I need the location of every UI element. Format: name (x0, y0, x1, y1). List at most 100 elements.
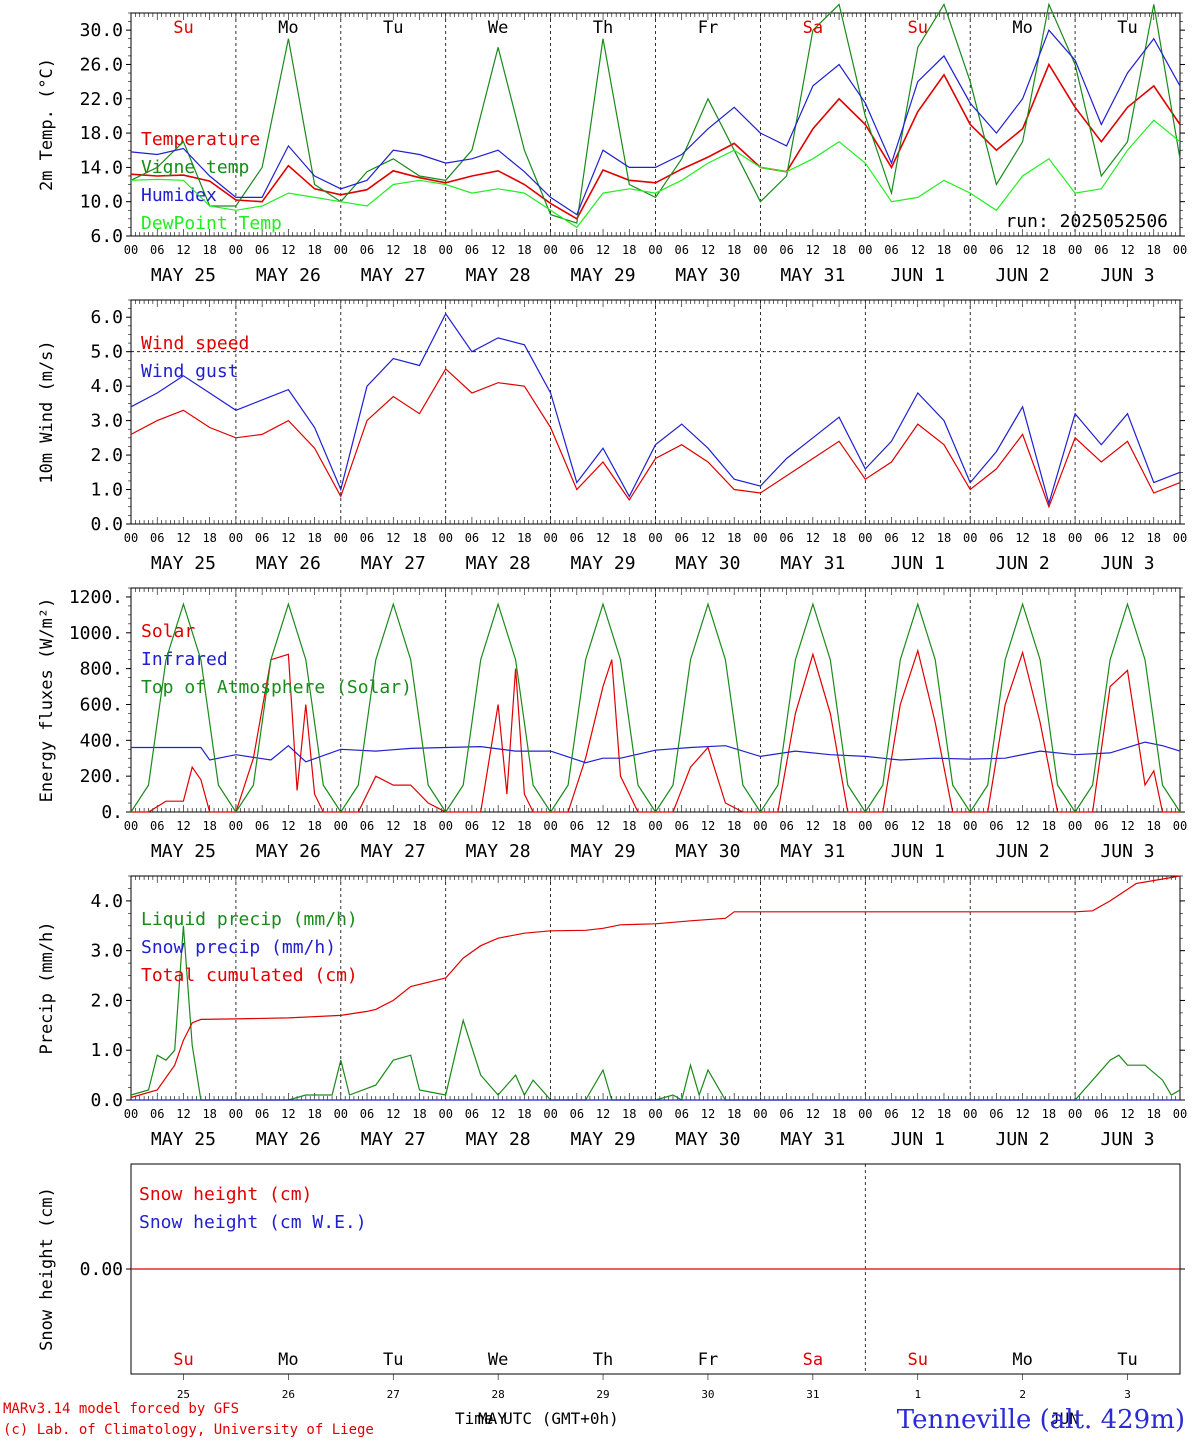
date-label: MAY 26 (256, 553, 321, 574)
hour-tick-label: 12 (701, 819, 715, 833)
date-label: MAY 31 (780, 841, 845, 862)
day-number: 27 (387, 1388, 400, 1401)
y-tick-label: 0. (101, 802, 123, 823)
series-line-temperature (130, 62, 1181, 220)
hour-tick-label: 18 (1147, 531, 1161, 545)
series-line-infrared (131, 741, 1181, 764)
y-tick-label: 6.0 (90, 307, 123, 328)
hour-tick-label: 18 (937, 531, 951, 545)
y-tick-label: 6.0 (90, 226, 123, 247)
date-label: MAY 25 (151, 1129, 216, 1150)
date-label: MAY 29 (571, 841, 636, 862)
hour-tick-label: 00 (1173, 531, 1187, 545)
weekday-label: Mo (278, 18, 298, 38)
legend-entry: Snow height (cm W.E.) (139, 1212, 367, 1233)
weekday-label: Su (173, 1350, 193, 1370)
date-label: MAY 30 (675, 265, 740, 286)
hour-tick-label: 12 (911, 1107, 925, 1121)
y-tick-label: 3.0 (90, 941, 123, 962)
weekday-label: Th (593, 1350, 613, 1370)
date-label: MAY 31 (780, 265, 845, 286)
date-label: MAY 27 (361, 265, 426, 286)
bottom-month-right: JUN (1050, 1409, 1079, 1428)
hour-tick-label: 00 (1173, 243, 1187, 257)
date-label: JUN 3 (1100, 1129, 1154, 1150)
hour-tick-label: 06 (465, 243, 479, 257)
hour-tick-label: 18 (832, 1107, 846, 1121)
hour-tick-label: 06 (989, 819, 1003, 833)
hour-tick-label: 06 (779, 531, 793, 545)
lab-credit: (c) Lab. of Climatology, University of L… (3, 1422, 374, 1438)
hour-tick-label: 18 (412, 819, 426, 833)
hour-tick-label: 18 (202, 531, 216, 545)
date-label: JUN 3 (1100, 553, 1154, 574)
hour-tick-label: 12 (596, 243, 610, 257)
date-label: JUN 3 (1100, 841, 1154, 862)
hour-tick-label: 00 (1068, 243, 1082, 257)
legend-entry: Humidex (141, 185, 217, 206)
hour-tick-label: 18 (937, 1107, 951, 1121)
date-label: JUN 1 (891, 265, 945, 286)
hour-tick-label: 18 (1042, 1107, 1056, 1121)
y-tick-label: 2.0 (90, 445, 123, 466)
hour-tick-label: 12 (1120, 243, 1134, 257)
hour-tick-label: 06 (465, 1107, 479, 1121)
hour-tick-label: 12 (596, 1107, 610, 1121)
hour-tick-label: 18 (622, 531, 636, 545)
hour-tick-label: 12 (806, 531, 820, 545)
weekday-label: Su (908, 18, 928, 38)
hour-tick-label: 12 (491, 243, 505, 257)
hour-tick-label: 12 (386, 243, 400, 257)
hour-tick-label: 00 (334, 819, 348, 833)
legend-entry: Snow precip (mm/h) (141, 937, 336, 958)
hour-tick-label: 18 (517, 531, 531, 545)
hour-tick-label: 12 (176, 819, 190, 833)
date-label: MAY 28 (466, 265, 531, 286)
hour-tick-label: 00 (648, 819, 662, 833)
hour-tick-label: 12 (911, 531, 925, 545)
legend-entry: Solar (141, 621, 195, 642)
hour-tick-label: 06 (779, 1107, 793, 1121)
hour-tick-label: 12 (806, 243, 820, 257)
hour-tick-label: 18 (622, 1107, 636, 1121)
date-label: JUN 1 (891, 841, 945, 862)
hour-tick-label: 06 (884, 531, 898, 545)
hour-tick-label: 06 (779, 243, 793, 257)
hour-tick-label: 00 (1068, 819, 1082, 833)
date-label: JUN 3 (1100, 265, 1154, 286)
hour-tick-label: 12 (596, 819, 610, 833)
date-label: MAY 30 (675, 553, 740, 574)
series-line-wind-gust (130, 312, 1181, 506)
series-line-wind-speed (130, 367, 1181, 509)
hour-tick-label: 00 (963, 819, 977, 833)
hour-tick-label: 06 (570, 531, 584, 545)
hour-tick-label: 18 (727, 243, 741, 257)
weekday-label: We (488, 1350, 508, 1370)
hour-tick-label: 06 (255, 243, 269, 257)
date-label: MAY 27 (361, 1129, 426, 1150)
day-number: 29 (596, 1388, 609, 1401)
date-label: MAY 31 (780, 1129, 845, 1150)
y-tick-label: 14.0 (80, 157, 123, 178)
snow-panel: 0.00 Snow height (cm) Snow height (cm) Snow… (37, 1163, 1185, 1401)
hour-tick-label: 12 (596, 531, 610, 545)
y-tick-label: 26.0 (80, 54, 123, 75)
hour-tick-label: 12 (806, 1107, 820, 1121)
hour-tick-label: 18 (517, 1107, 531, 1121)
hour-tick-label: 00 (543, 531, 557, 545)
day-number: 28 (492, 1388, 505, 1401)
day-number: 1 (914, 1388, 921, 1401)
hour-tick-label: 06 (1094, 531, 1108, 545)
date-label: JUN 2 (996, 841, 1050, 862)
date-label: MAY 30 (675, 841, 740, 862)
weekday-label: Fr (698, 18, 718, 38)
hour-tick-label: 12 (1120, 819, 1134, 833)
hour-tick-label: 06 (674, 1107, 688, 1121)
hour-tick-label: 12 (911, 819, 925, 833)
hour-tick-label: 06 (255, 1107, 269, 1121)
hour-tick-label: 06 (570, 1107, 584, 1121)
legend-entry: Vigne temp (141, 157, 249, 178)
weekday-label: Su (908, 1350, 928, 1370)
precip-panel: 0.0 1.0 2.0 3.0 4.0 Precip (mm/h) Liquid preci… (37, 875, 1187, 1150)
hour-tick-label: 18 (412, 531, 426, 545)
